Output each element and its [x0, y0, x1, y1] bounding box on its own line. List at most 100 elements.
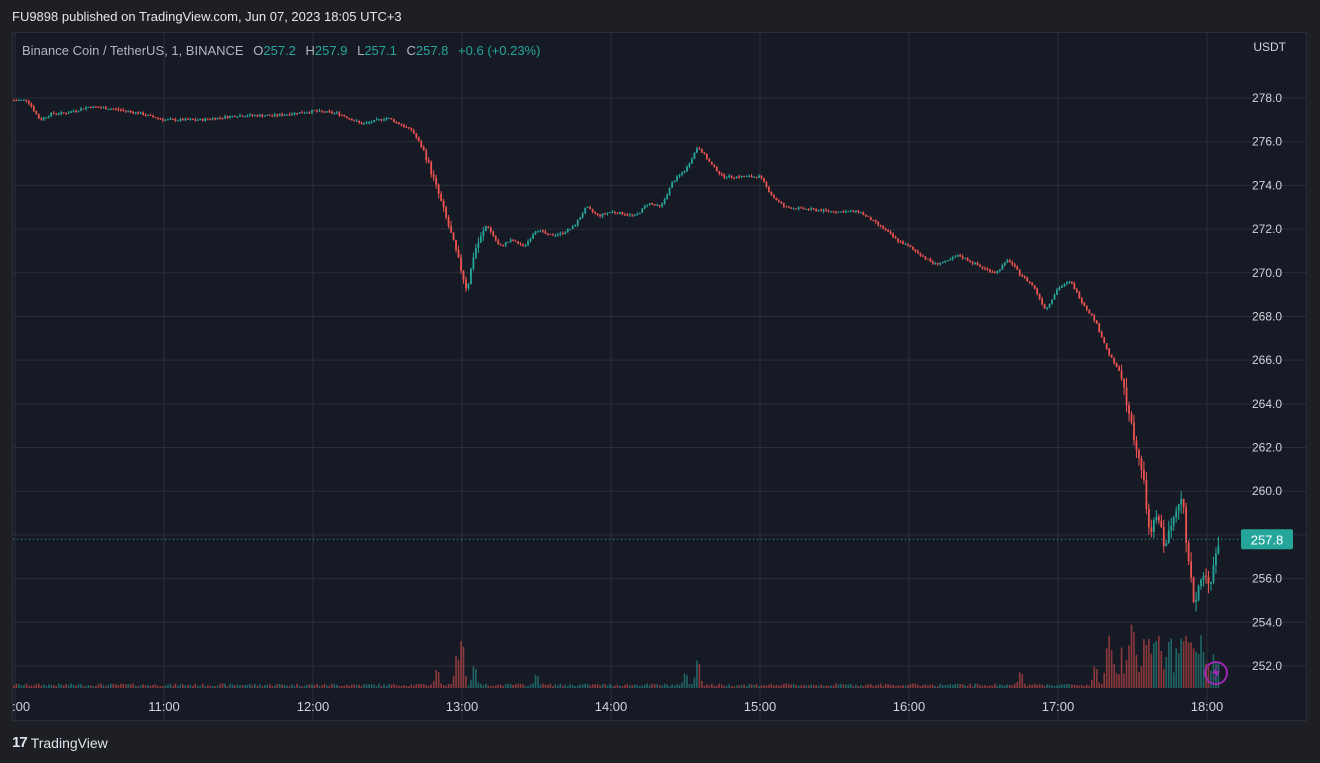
volume-bar	[358, 684, 360, 688]
volume-bar	[611, 686, 614, 688]
candle-body	[1212, 565, 1215, 582]
candle-body	[733, 177, 736, 179]
volume-bar	[229, 683, 231, 688]
candle-body	[601, 213, 604, 217]
x-tick-label: 15:00	[744, 699, 777, 714]
candle-body	[383, 119, 385, 121]
tradingview-logo[interactable]: 17 TradingView	[12, 734, 108, 751]
volume-bar	[1088, 685, 1091, 688]
candle-body	[904, 243, 907, 245]
volume-bar	[966, 686, 969, 688]
volume-bar	[795, 685, 798, 688]
candle-body	[50, 112, 53, 117]
volume-bar	[162, 686, 164, 688]
volume-bar	[1043, 686, 1046, 688]
candle-body	[172, 118, 174, 120]
volume-bar	[182, 684, 184, 688]
volume-bar	[586, 683, 589, 688]
x-tick-label: 18:00	[1191, 699, 1224, 714]
candle-body	[487, 226, 490, 228]
volume-bar	[75, 685, 77, 688]
volume-bar	[239, 685, 241, 688]
candle-body	[671, 182, 673, 188]
candle-body	[114, 108, 117, 110]
volume-bar	[139, 685, 142, 688]
volume-bar	[924, 684, 927, 688]
volume-bar	[1160, 651, 1163, 688]
candle-body	[586, 207, 589, 209]
candle-body	[224, 116, 226, 119]
candle-body	[410, 127, 413, 131]
volume-bar	[874, 685, 877, 688]
candle-body	[534, 231, 537, 235]
candle-body	[581, 213, 584, 218]
candle-body	[753, 176, 755, 178]
candle-body	[994, 272, 996, 274]
candle-body	[340, 115, 343, 117]
volume-bar	[1182, 641, 1185, 688]
volume-bar	[296, 683, 298, 688]
y-tick-label: 254.0	[1252, 615, 1282, 629]
lightning-icon[interactable]	[1204, 661, 1228, 685]
volume-bar	[70, 683, 72, 688]
candle-body	[318, 110, 321, 112]
candle-body	[497, 240, 500, 245]
volume-bar	[1110, 650, 1113, 688]
volume-bar	[437, 672, 440, 688]
volume-bar	[1217, 662, 1220, 688]
volume-bar	[547, 684, 549, 688]
volume-bar	[929, 684, 932, 688]
candle-body	[959, 254, 962, 257]
candle-body	[211, 118, 214, 120]
candle-body	[186, 118, 189, 120]
candle-body	[852, 210, 855, 212]
volume-bar	[206, 685, 209, 688]
candle-body	[452, 232, 455, 240]
candle-body	[539, 230, 542, 232]
candle-body	[388, 117, 390, 119]
volume-bar	[589, 685, 591, 688]
candle-body	[52, 112, 55, 114]
volume-bar	[668, 686, 671, 688]
candle-body	[1023, 276, 1026, 278]
candle-body	[492, 231, 495, 237]
candle-body	[1187, 542, 1190, 562]
candle-body	[415, 133, 418, 138]
candle-body	[1143, 469, 1145, 480]
volume-bar	[835, 683, 837, 688]
candle-body	[90, 107, 92, 109]
candle-body	[57, 113, 60, 115]
volume-bar	[855, 684, 857, 688]
volume-bar	[1167, 642, 1170, 688]
candle-body	[390, 117, 393, 120]
candle-body	[842, 211, 845, 213]
volume-bar	[380, 685, 383, 688]
volume-bar	[67, 685, 70, 688]
volume-bar	[792, 684, 795, 688]
volume-bar	[509, 684, 512, 688]
volume-bar	[442, 685, 445, 688]
volume-bar	[812, 684, 815, 688]
candle-body	[1013, 264, 1016, 267]
volume-bar	[413, 685, 415, 688]
candle-body	[25, 99, 28, 101]
currency-label: USDT	[1253, 40, 1286, 54]
chart-frame[interactable]	[12, 32, 1307, 721]
volume-bar	[1187, 642, 1190, 688]
candle-body	[122, 110, 125, 112]
volume-bar	[97, 684, 100, 688]
candle-body	[249, 114, 251, 116]
candle-body	[604, 213, 606, 215]
volume-bar	[663, 683, 666, 688]
volume-bar	[196, 685, 199, 688]
volume-bar	[234, 685, 236, 688]
volume-bar	[1076, 684, 1078, 688]
volume-bar	[646, 683, 649, 688]
volume-bar	[40, 685, 43, 688]
x-tick-label: :00	[12, 699, 30, 714]
volume-bar	[621, 686, 624, 688]
candle-body	[1197, 585, 1200, 600]
candle-body	[373, 120, 375, 123]
volume-bar	[512, 685, 514, 688]
